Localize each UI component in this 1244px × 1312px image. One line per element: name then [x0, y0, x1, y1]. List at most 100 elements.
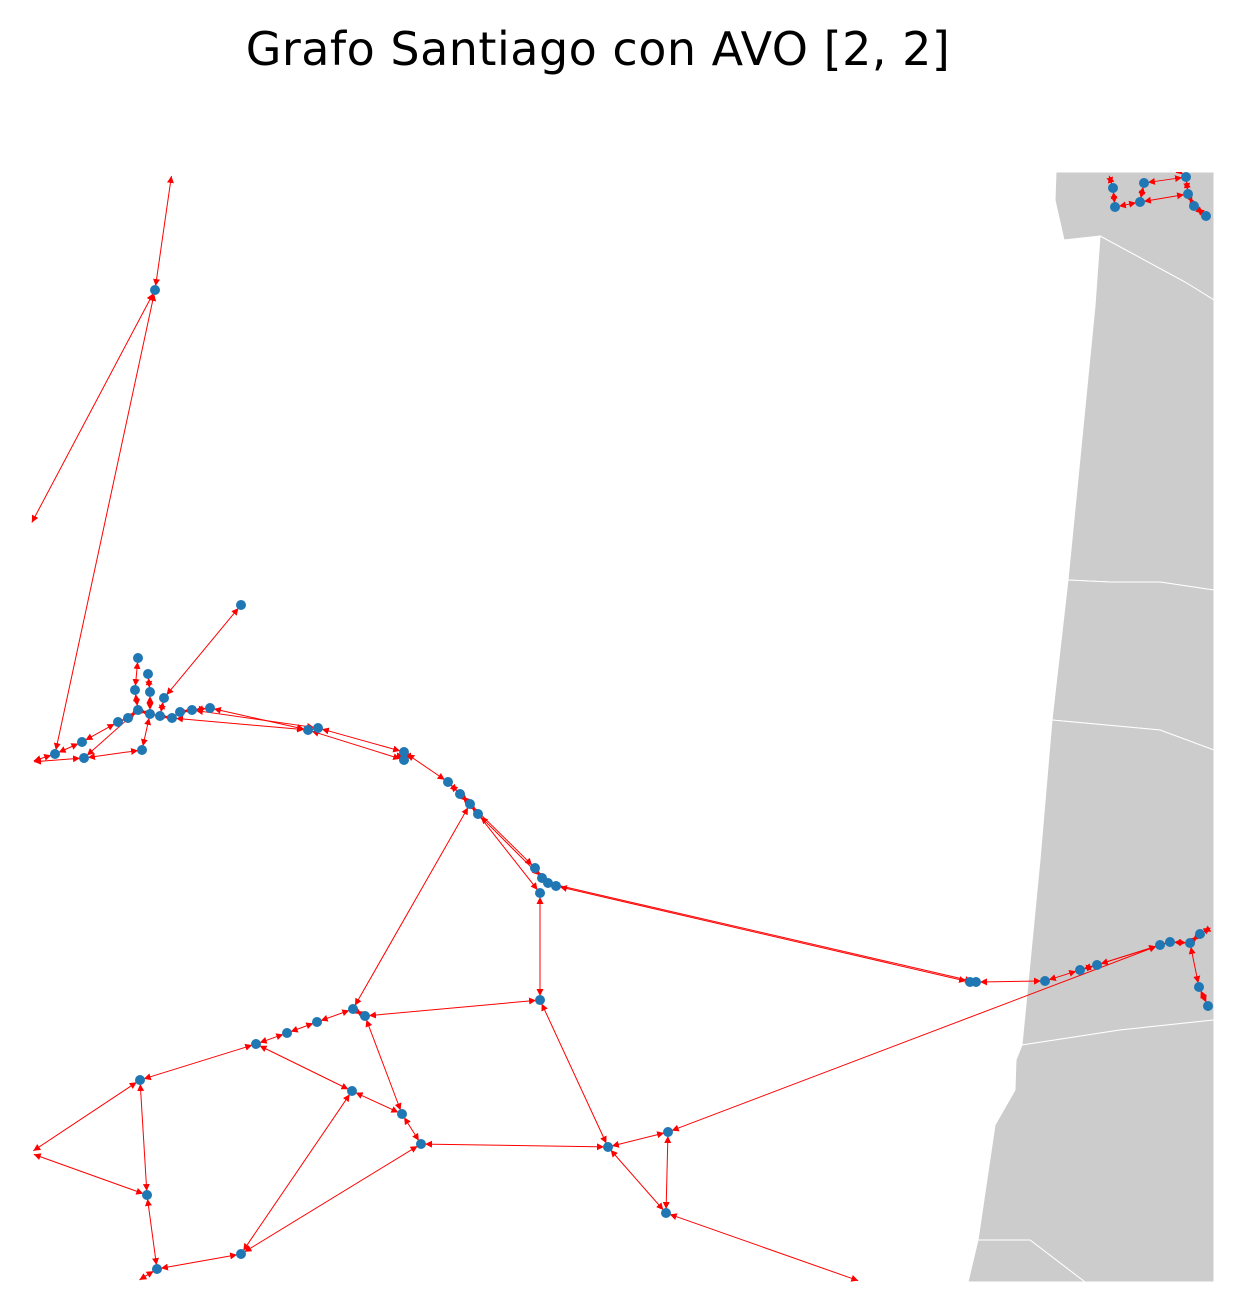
graph-node	[282, 1028, 292, 1038]
graph-edge	[311, 729, 401, 761]
graph-edge	[153, 175, 174, 287]
graph-node	[143, 669, 153, 679]
graph-edge	[139, 1270, 154, 1281]
graph-edge	[368, 997, 537, 1019]
graph-node	[1181, 172, 1191, 182]
graph-node	[465, 799, 475, 809]
graph-edge	[1195, 206, 1205, 216]
graph-node	[530, 863, 540, 873]
graph-node	[1075, 965, 1085, 975]
land-region-4	[1021, 719, 1214, 1046]
graph-node	[155, 711, 165, 721]
graph-edge	[259, 1045, 349, 1090]
graph-edge	[140, 717, 152, 747]
graph-edge	[1143, 192, 1185, 204]
graph-node	[236, 600, 246, 610]
graph-node	[347, 1086, 357, 1096]
graph-edge	[160, 1252, 238, 1271]
graph-node	[137, 745, 147, 755]
graph-node	[543, 878, 553, 888]
graph-edge	[320, 1009, 350, 1022]
graph-edge	[551, 882, 973, 983]
graph-node	[1040, 976, 1050, 986]
graph-edge	[1173, 938, 1187, 947]
graph-edge	[1048, 969, 1077, 982]
graph-edge	[407, 753, 445, 781]
graph-edge	[1118, 200, 1137, 209]
graph-edge	[137, 1083, 150, 1192]
land-region-6	[967, 1239, 1086, 1282]
graph-edge	[611, 1131, 665, 1148]
graph-edge	[158, 701, 166, 713]
graph-edge	[242, 1094, 351, 1251]
graph-edge	[145, 677, 153, 689]
edge-layer	[31, 172, 1212, 1282]
graph-node	[1135, 197, 1145, 207]
graph-node	[535, 995, 545, 1005]
graph-edge	[132, 693, 141, 707]
graph-node	[236, 1249, 246, 1259]
graph-node	[399, 747, 409, 757]
graph-edge	[1200, 990, 1207, 1003]
graph-node	[133, 705, 143, 715]
graph-node	[133, 653, 143, 663]
chart-title: Grafo Santiago con AVO [2, 2]	[245, 22, 951, 76]
graph-edge	[175, 715, 305, 733]
graph-edge	[58, 743, 79, 753]
graph-edge	[1183, 180, 1191, 191]
graph-node	[175, 707, 185, 717]
graph-edge	[33, 755, 81, 765]
graph-edge	[166, 607, 239, 696]
graph-node	[551, 881, 561, 891]
graph-node	[473, 809, 483, 819]
graph-node	[1189, 201, 1199, 211]
node-layer	[50, 172, 1213, 1274]
graph-edge	[33, 1153, 144, 1195]
graph-node	[399, 755, 409, 765]
graph-node	[455, 789, 465, 799]
graph-edge	[979, 977, 1042, 986]
graph-node	[123, 713, 133, 723]
graph-node	[397, 1109, 407, 1119]
graph-node	[360, 1011, 370, 1021]
land-layer	[967, 172, 1214, 1282]
graph-edge	[290, 1022, 314, 1033]
graph-node	[1108, 183, 1118, 193]
graph-edge	[669, 1213, 859, 1282]
graph-node	[443, 777, 453, 787]
graph-node	[312, 1017, 322, 1027]
graph-edge	[541, 1003, 607, 1144]
graph-edge	[662, 1135, 672, 1210]
graph-node	[1155, 940, 1165, 950]
graph-edge	[33, 754, 52, 762]
graph-edge	[1106, 175, 1115, 185]
graph-node	[1185, 938, 1195, 948]
graph-edge	[321, 727, 401, 753]
graph-edge	[355, 1092, 399, 1113]
graph-node	[1195, 929, 1205, 939]
graph-edge	[1188, 946, 1201, 984]
graph-node	[159, 693, 169, 703]
graph-edge	[365, 1019, 402, 1111]
graph-node	[971, 977, 981, 987]
graph-edge	[143, 1043, 253, 1081]
graph-node	[535, 888, 545, 898]
graph-node	[152, 1264, 162, 1274]
graph-node	[1165, 937, 1175, 947]
graph-node	[1092, 960, 1102, 970]
graph-edge	[259, 1033, 284, 1044]
graph-edge	[85, 723, 115, 741]
graph-node	[1110, 202, 1120, 212]
graph-node	[79, 753, 89, 763]
graph-node	[187, 705, 197, 715]
graph-edge	[244, 1145, 418, 1253]
graph-edge	[132, 661, 141, 687]
graph-node	[313, 723, 323, 733]
graph-node	[1201, 211, 1211, 221]
graph-edge	[1110, 191, 1118, 204]
graph-node	[145, 687, 155, 697]
graph-edge	[424, 1140, 605, 1151]
graph-node	[130, 685, 140, 695]
graph-edge	[195, 705, 207, 713]
